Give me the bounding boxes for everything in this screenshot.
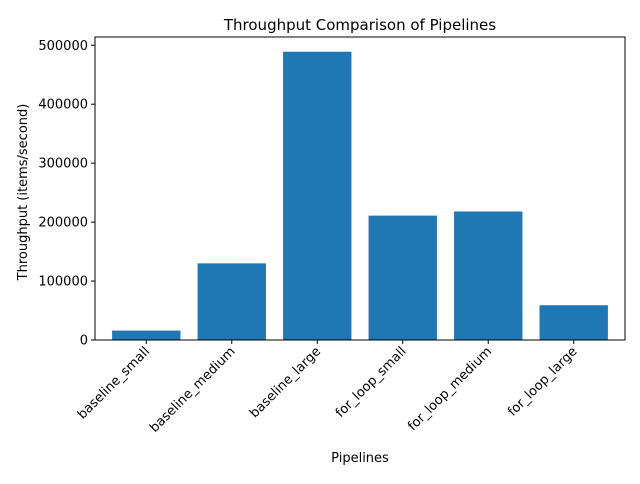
x-tick-label: baseline_small	[75, 344, 153, 422]
bar-for-loop-small	[368, 215, 437, 340]
plot-frame	[94, 36, 626, 341]
x-tick-label: for_loop_small	[333, 344, 410, 421]
x-axis-label: Pipelines	[331, 451, 389, 466]
x-tick-label: for_loop_large	[505, 344, 580, 419]
y-tick-label: 100000	[38, 275, 88, 290]
bars-layer	[112, 51, 608, 340]
x-tick-label: for_loop_medium	[405, 344, 495, 434]
bar-for-loop-medium	[454, 211, 523, 340]
bar-baseline-large	[283, 51, 352, 340]
bar-baseline-small	[112, 330, 181, 340]
bar-baseline-medium	[197, 263, 266, 340]
y-tick-label: 300000	[38, 157, 88, 172]
y-tick-label: 500000	[38, 39, 88, 54]
x-tick-label: baseline_large	[247, 344, 324, 421]
y-axis-label: Throughput (items/second)	[16, 104, 31, 282]
y-tick-label: 0	[80, 334, 88, 349]
chart-title: Throughput Comparison of Pipelines	[223, 16, 496, 34]
bar-for-loop-large	[539, 305, 608, 340]
x-tick-label: baseline_medium	[147, 344, 238, 435]
y-tick-label: 200000	[38, 216, 88, 231]
y-tick-label: 400000	[38, 98, 88, 113]
